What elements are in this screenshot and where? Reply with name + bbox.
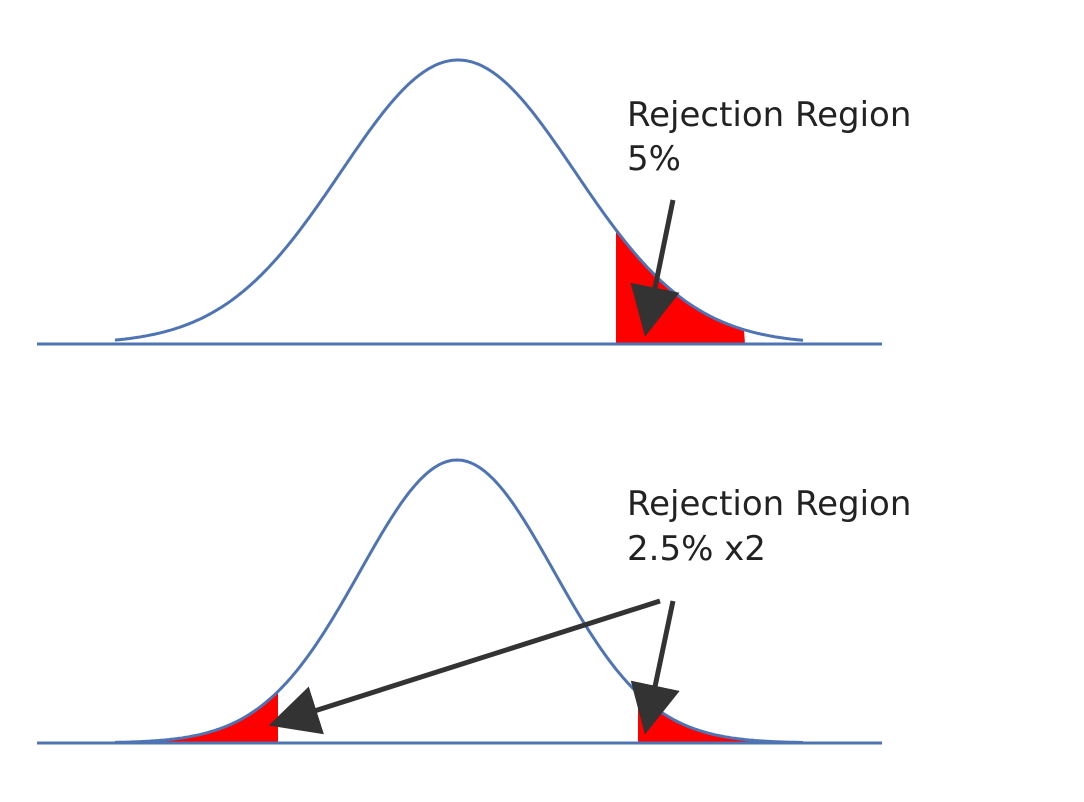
- region-label: Rejection Region 2.5% x2: [627, 484, 922, 569]
- pointer-arrow-right: [630, 600, 680, 735]
- right-rejection-region: [616, 229, 745, 344]
- one-tailed-diagram: Rejection Region 5%: [37, 58, 922, 346]
- region-label: Rejection Region 5%: [627, 95, 922, 179]
- region-label-percent: 2.5% x2: [627, 529, 766, 569]
- region-label-percent: 5%: [627, 139, 681, 179]
- left-rejection-region: [160, 691, 278, 743]
- region-label-title: Rejection Region: [627, 484, 911, 524]
- region-label-title: Rejection Region: [627, 95, 911, 135]
- pointer-arrow: [630, 199, 680, 337]
- two-tailed-diagram: Rejection Region 2.5% x2: [37, 458, 922, 745]
- normal-curve: [115, 458, 803, 744]
- normal-curve: [114, 58, 804, 342]
- pointer-arrow-left: [268, 598, 661, 735]
- right-rejection-region: [638, 693, 760, 743]
